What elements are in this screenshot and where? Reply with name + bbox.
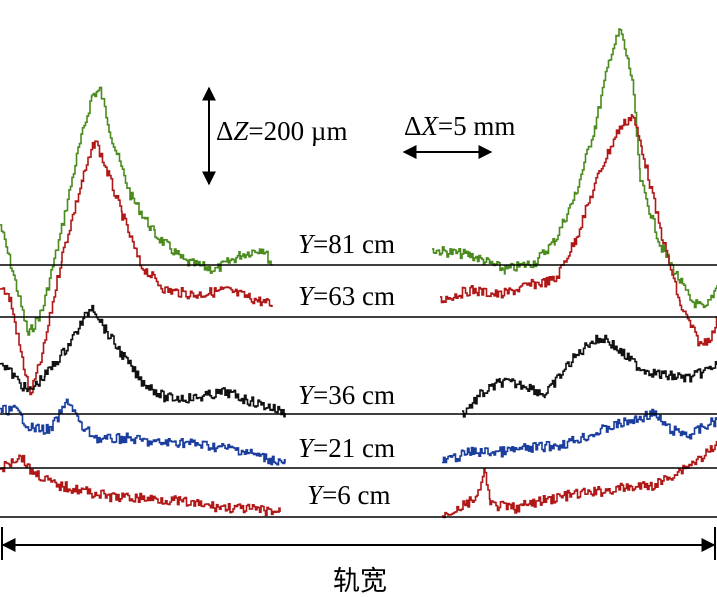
x-scale-label: ΔX=5 mm <box>404 111 515 141</box>
label-y21: Y=21 cm <box>298 433 395 463</box>
curve-y63-left <box>0 140 273 396</box>
label-y36: Y=36 cm <box>298 380 395 410</box>
curve-y63-right <box>440 114 717 347</box>
curve-y6-left <box>0 454 281 517</box>
curve-y36-right <box>462 334 717 418</box>
curve-y6-right <box>442 440 717 519</box>
z-scale-label: ΔZ=200 µm <box>216 116 347 146</box>
curve-y81-left <box>0 86 273 336</box>
profile-curves <box>0 28 717 519</box>
curve-y21-left <box>0 398 286 466</box>
curve-y36-left <box>0 304 286 418</box>
baselines <box>0 264 717 518</box>
x-axis-label: 轨宽 <box>333 566 387 597</box>
label-y81: Y=81 cm <box>298 229 395 259</box>
label-y63: Y=63 cm <box>298 281 395 311</box>
curve-y21-right <box>442 408 717 464</box>
label-y6: Y=6 cm <box>307 480 391 510</box>
